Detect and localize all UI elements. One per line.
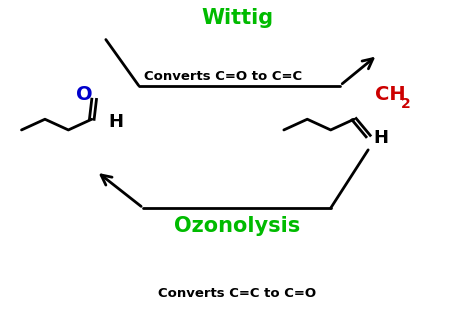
Text: O: O (76, 85, 93, 104)
Text: Wittig: Wittig (201, 8, 273, 28)
Text: Converts C=O to C=C: Converts C=O to C=C (144, 70, 302, 83)
Text: Converts C=C to C=O: Converts C=C to C=O (158, 287, 316, 300)
Text: H: H (374, 129, 389, 147)
Text: Ozonolysis: Ozonolysis (174, 217, 300, 236)
Text: H: H (108, 113, 123, 131)
Text: CH: CH (375, 85, 406, 104)
Text: 2: 2 (401, 97, 410, 111)
